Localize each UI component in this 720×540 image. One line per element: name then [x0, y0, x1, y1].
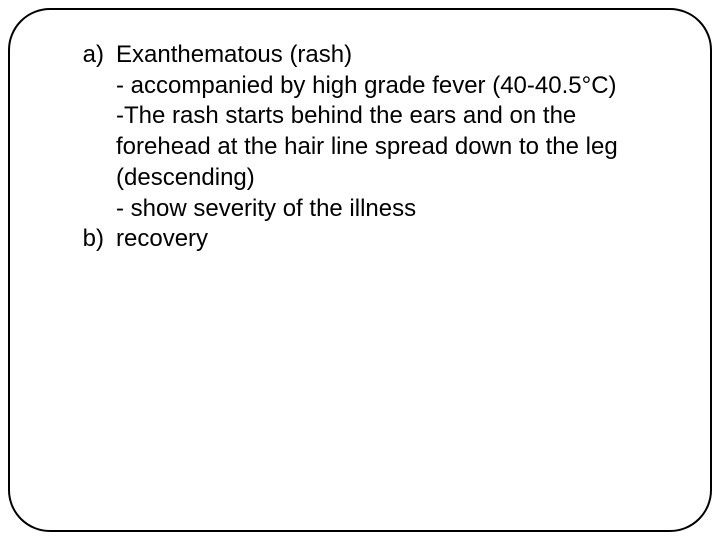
item-body: Exanthematous (rash) - accompanied by hi… — [116, 40, 660, 224]
item-subline: - show severity of the illness — [116, 194, 660, 225]
item-subline: - accompanied by high grade fever (40-40… — [116, 71, 660, 102]
item-subline: -The rash starts behind the ears and on … — [116, 101, 660, 193]
item-marker: a) — [60, 40, 116, 71]
slide-content: a) Exanthematous (rash) - accompanied by… — [60, 40, 660, 255]
item-title: Exanthematous (rash) — [116, 40, 660, 71]
item-title: recovery — [116, 224, 660, 255]
ordered-list: a) Exanthematous (rash) - accompanied by… — [60, 40, 660, 255]
slide-frame: a) Exanthematous (rash) - accompanied by… — [8, 8, 712, 532]
item-marker: b) — [60, 224, 116, 255]
item-body: recovery — [116, 224, 660, 255]
list-item: b) recovery — [60, 224, 660, 255]
list-item: a) Exanthematous (rash) - accompanied by… — [60, 40, 660, 224]
